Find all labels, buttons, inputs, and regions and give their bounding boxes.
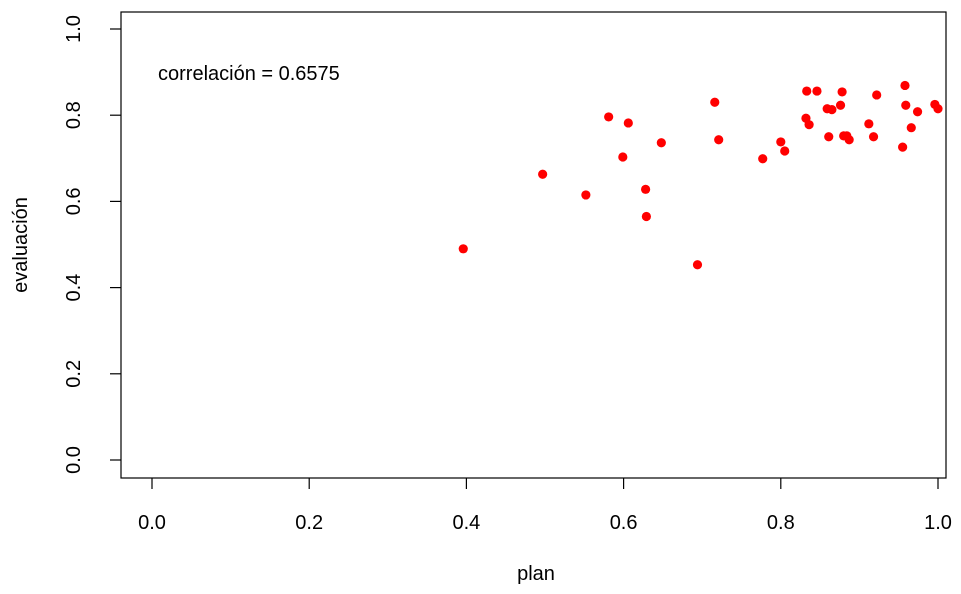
data-point — [641, 211, 651, 222]
data-point — [776, 137, 786, 147]
y-axis: 0.0 0.2 0.4 0.6 0.8 1.0 — [63, 15, 121, 474]
plot-frame — [120, 11, 947, 479]
data-point — [901, 100, 911, 110]
x-tick-label: 0.2 — [295, 512, 323, 534]
data-point — [844, 135, 854, 145]
y-tick-label: 0.2 — [63, 360, 85, 388]
data-point — [656, 138, 666, 148]
y-tick-label: 0.6 — [63, 187, 85, 215]
data-point — [827, 104, 837, 115]
data-point — [623, 118, 633, 128]
data-point — [837, 87, 847, 97]
data-point — [581, 190, 591, 200]
data-point — [900, 80, 910, 91]
data-point — [538, 169, 548, 179]
data-point — [641, 184, 651, 194]
data-point — [758, 154, 768, 164]
y-tick-label: 0.8 — [63, 101, 85, 129]
data-point — [912, 107, 923, 117]
x-tick-label: 0.8 — [767, 512, 795, 534]
y-axis-title: evaluación — [10, 197, 32, 293]
data-point — [710, 97, 720, 107]
data-point — [933, 104, 943, 114]
x-axis-title: plan — [517, 563, 555, 585]
y-tick-label: 1.0 — [63, 15, 85, 43]
data-point — [780, 146, 790, 156]
data-point — [812, 86, 822, 96]
data-point — [906, 123, 916, 133]
data-point — [824, 132, 834, 142]
x-tick-label: 0.0 — [138, 512, 166, 534]
y-tick-label: 0.0 — [63, 446, 85, 474]
data-point — [458, 244, 468, 254]
data-point — [804, 120, 814, 130]
data-point — [618, 152, 628, 162]
data-point — [692, 260, 703, 270]
data-points — [458, 80, 943, 270]
x-axis: 0.0 0.2 0.4 0.6 0.8 1.0 — [138, 478, 952, 534]
data-point — [802, 86, 812, 96]
data-point — [864, 119, 874, 129]
data-point — [868, 132, 879, 142]
correlation-annotation: correlación = 0.6575 — [158, 63, 340, 85]
x-tick-label: 1.0 — [924, 512, 952, 534]
data-point — [604, 112, 614, 122]
x-tick-label: 0.6 — [610, 512, 638, 534]
data-point — [835, 100, 846, 110]
data-point — [872, 90, 882, 100]
x-tick-label: 0.4 — [452, 512, 480, 534]
data-point — [898, 142, 908, 152]
data-point — [714, 135, 724, 145]
y-tick-label: 0.4 — [63, 274, 85, 302]
